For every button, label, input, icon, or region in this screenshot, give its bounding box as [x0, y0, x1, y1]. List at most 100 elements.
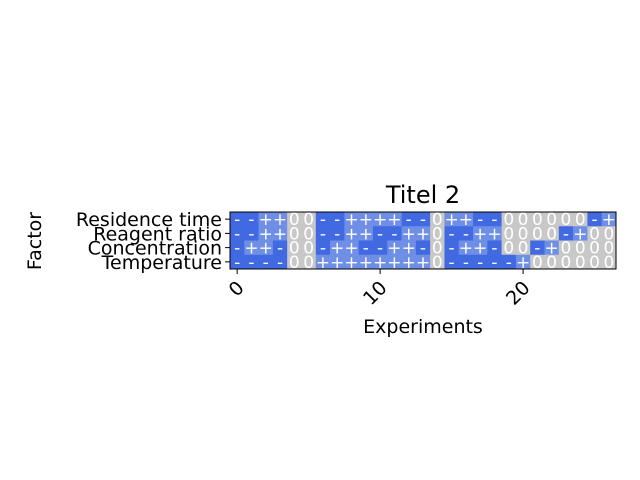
heatmap-cell-label: - [363, 239, 369, 259]
heatmap-cell [387, 226, 402, 241]
heatmap-cell-label: 0 [432, 210, 443, 230]
heatmap-cell-label: 0 [575, 253, 586, 273]
heatmap-cell-label: + [473, 239, 487, 259]
heatmap-cell [515, 212, 531, 227]
heatmap-cell-label: + [487, 224, 501, 244]
heatmap-cell-label: - [320, 210, 326, 230]
heatmap-cell [372, 254, 388, 270]
heatmap-cell [487, 226, 502, 241]
heatmap-cell [287, 254, 302, 270]
heatmap-cell-label: 0 [303, 253, 314, 273]
heatmap-cell-label: - [377, 224, 383, 244]
heatmap-cell [458, 254, 474, 270]
heatmap-cell [344, 212, 359, 227]
heatmap-cell [301, 240, 317, 256]
heatmap-cell-label: - [263, 253, 269, 273]
heatmap-cell-label: 0 [503, 224, 514, 244]
heatmap-cell [515, 226, 531, 241]
heatmap-cell-label: 0 [303, 210, 314, 230]
heatmap-cell-label: - [377, 239, 383, 259]
heatmap-cell-label: 0 [289, 210, 300, 230]
heatmap-cell-label: + [330, 253, 344, 273]
heatmap-cell [358, 212, 374, 227]
heatmap-cell [244, 226, 259, 241]
heatmap-cell [458, 212, 474, 227]
heatmap-cell-label: + [273, 224, 287, 244]
heatmap-cell-label: + [344, 224, 358, 244]
heatmap-cell-label: + [244, 239, 258, 259]
heatmap-cell [473, 226, 488, 241]
heatmap-cell-label: - [477, 253, 483, 273]
heatmap-cell [530, 254, 545, 270]
heatmap-cell-label: + [373, 253, 387, 273]
heatmap-cell [315, 226, 331, 241]
heatmap-cell [587, 254, 603, 270]
heatmap-cell [430, 226, 445, 241]
plot-frame [229, 211, 617, 270]
heatmap-cell-label: - [406, 210, 412, 230]
heatmap-cell-label: 0 [546, 210, 557, 230]
heatmap-cell-label: 0 [303, 224, 314, 244]
heatmap-cell-label: 0 [532, 253, 543, 273]
heatmap-cell-label: 0 [289, 224, 300, 244]
chart-title: Titel 2 [385, 181, 460, 209]
heatmap-cell-label: + [359, 210, 373, 230]
heatmap-cell-label: 0 [561, 239, 572, 259]
heatmap-cell [330, 240, 345, 256]
heatmap-cell-label: - [449, 253, 455, 273]
heatmap-cell [244, 212, 259, 227]
heatmap-cell [544, 212, 560, 227]
heatmap-cell-label: - [234, 210, 240, 230]
heatmap-cell [372, 240, 388, 256]
heatmap-cell [272, 212, 288, 227]
heatmap-cell-label: 0 [518, 239, 529, 259]
heatmap-cell [401, 240, 417, 256]
x-axis-ticks: 0 10 20 [225, 269, 535, 310]
heatmap-cell-label: + [573, 224, 587, 244]
heatmap-cell [544, 254, 560, 270]
heatmap-cell-label: + [387, 253, 401, 273]
heatmap-cell [415, 226, 431, 241]
heatmap-cell [244, 254, 259, 270]
heatmap-cell-label: 0 [603, 224, 614, 244]
heatmap-cell-label: 0 [303, 239, 314, 259]
heatmap-cell [558, 240, 574, 256]
x-tick-label: 10 [359, 277, 392, 310]
heatmap-cell-label: 0 [589, 224, 600, 244]
heatmap-cell [358, 226, 374, 241]
heatmap-cell [401, 212, 417, 227]
heatmap-cell [544, 226, 560, 241]
heatmap-cell [301, 226, 317, 241]
heatmap-cell-label: - [334, 210, 340, 230]
heatmap-cell-label: + [273, 210, 287, 230]
heatmap-cell [573, 254, 588, 270]
heatmap-cell [487, 254, 502, 270]
heatmap-cell-label: + [602, 210, 616, 230]
heatmap-cell-label: 0 [532, 224, 543, 244]
heatmap-cell [558, 226, 574, 241]
heatmap-cell [601, 212, 617, 227]
heatmap-cell-labels: - - + +0 0- - + + + + - -0 + + - -0 0 0 0 0 0- +- - + +0 0- - + + - - +… [234, 210, 616, 273]
heatmap-cell-label: - [420, 210, 426, 230]
heatmap-cell-label: - [491, 210, 497, 230]
heatmap-cell-label: - [234, 224, 240, 244]
heatmap-cell-label: 0 [532, 210, 543, 230]
heatmap-cell-label: 0 [589, 253, 600, 273]
heatmap-cell [558, 254, 574, 270]
heatmap-cell [230, 212, 245, 227]
heatmap-cell-label: - [248, 210, 254, 230]
heatmap-cell [473, 254, 488, 270]
heatmap-cell [230, 254, 245, 270]
heatmap-cell-label: - [320, 224, 326, 244]
heatmap-cells [230, 212, 617, 270]
heatmap-cell-label: + [459, 239, 473, 259]
heatmap-cell [530, 212, 545, 227]
heatmap-cell-label: 0 [503, 210, 514, 230]
heatmap-cell [358, 240, 374, 256]
heatmap-cell [601, 254, 617, 270]
heatmap-cell [501, 254, 517, 270]
heatmap-cell-label: 0 [503, 239, 514, 259]
heatmap-cell [287, 240, 302, 256]
heatmap-cell-label: 0 [432, 253, 443, 273]
